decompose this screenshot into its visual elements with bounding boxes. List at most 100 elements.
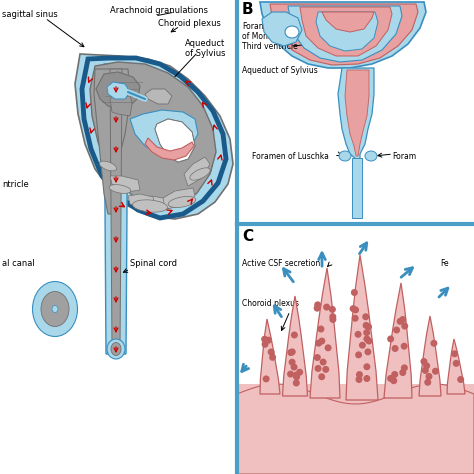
Circle shape	[325, 344, 332, 351]
Ellipse shape	[41, 292, 69, 327]
Polygon shape	[322, 12, 374, 32]
Circle shape	[314, 354, 321, 361]
Text: Foram: Foram	[392, 152, 416, 161]
Polygon shape	[260, 2, 426, 68]
Circle shape	[329, 316, 337, 323]
Polygon shape	[75, 54, 233, 219]
Text: B: B	[242, 2, 254, 17]
Circle shape	[314, 301, 321, 308]
Ellipse shape	[107, 339, 125, 359]
Ellipse shape	[190, 168, 210, 180]
Text: Foramen
of Monroi: Foramen of Monroi	[242, 22, 278, 41]
Circle shape	[451, 350, 458, 357]
Circle shape	[364, 363, 370, 370]
Circle shape	[293, 374, 300, 381]
Text: Spinal cord: Spinal cord	[130, 259, 177, 268]
Text: Third ventricle: Third ventricle	[242, 42, 298, 51]
Circle shape	[364, 336, 370, 342]
Polygon shape	[104, 64, 128, 354]
Circle shape	[426, 373, 432, 380]
Circle shape	[364, 375, 370, 382]
Circle shape	[265, 337, 272, 344]
Circle shape	[262, 341, 269, 348]
Text: Foramen of
Magendie: Foramen of Magendie	[165, 164, 213, 183]
Circle shape	[401, 343, 408, 350]
Polygon shape	[384, 283, 412, 398]
Polygon shape	[310, 268, 340, 398]
Circle shape	[356, 376, 363, 383]
Circle shape	[355, 351, 362, 358]
Text: ntricle: ntricle	[2, 180, 29, 189]
Ellipse shape	[168, 197, 196, 208]
Polygon shape	[94, 69, 130, 214]
Circle shape	[319, 337, 325, 345]
Polygon shape	[184, 157, 210, 186]
Circle shape	[355, 331, 362, 338]
Text: al canal: al canal	[2, 259, 35, 268]
Circle shape	[457, 376, 464, 383]
Circle shape	[401, 365, 408, 371]
Circle shape	[318, 373, 325, 380]
Circle shape	[293, 372, 300, 378]
Circle shape	[397, 318, 403, 325]
Polygon shape	[316, 12, 378, 51]
Ellipse shape	[33, 282, 78, 337]
Text: Arachnoid granulations: Arachnoid granulations	[110, 6, 208, 15]
Circle shape	[352, 315, 359, 322]
Polygon shape	[138, 196, 170, 211]
Ellipse shape	[111, 343, 121, 356]
Polygon shape	[338, 68, 374, 159]
Circle shape	[287, 349, 294, 356]
Ellipse shape	[339, 151, 351, 161]
Circle shape	[387, 375, 394, 382]
Polygon shape	[110, 92, 132, 116]
Circle shape	[315, 340, 322, 346]
Circle shape	[289, 359, 296, 365]
Circle shape	[329, 306, 336, 313]
Text: sagittal sinus: sagittal sinus	[2, 10, 58, 19]
Circle shape	[399, 316, 406, 323]
Circle shape	[420, 358, 428, 365]
Circle shape	[322, 366, 329, 373]
Circle shape	[263, 375, 270, 383]
Circle shape	[314, 305, 321, 312]
Circle shape	[318, 326, 324, 333]
Circle shape	[291, 364, 298, 371]
Circle shape	[359, 342, 366, 349]
Circle shape	[422, 367, 429, 374]
Circle shape	[387, 336, 394, 342]
Circle shape	[365, 337, 373, 345]
Circle shape	[423, 362, 430, 369]
Circle shape	[363, 329, 370, 336]
Circle shape	[293, 380, 300, 386]
Polygon shape	[300, 7, 392, 56]
Circle shape	[315, 365, 321, 372]
Polygon shape	[90, 62, 216, 209]
Circle shape	[329, 313, 337, 320]
Polygon shape	[419, 316, 441, 396]
Text: Aqueduct
of Sylvius: Aqueduct of Sylvius	[185, 39, 226, 58]
Circle shape	[350, 305, 356, 312]
Circle shape	[401, 323, 408, 329]
Polygon shape	[237, 384, 474, 474]
Text: C: C	[242, 229, 253, 244]
Circle shape	[453, 360, 460, 367]
Circle shape	[365, 323, 372, 330]
Text: Choroid plexus: Choroid plexus	[242, 299, 299, 308]
Ellipse shape	[133, 200, 167, 212]
Circle shape	[351, 289, 358, 296]
Ellipse shape	[52, 306, 58, 312]
Circle shape	[319, 358, 327, 365]
Polygon shape	[145, 138, 194, 160]
Circle shape	[390, 377, 397, 384]
Circle shape	[399, 369, 406, 376]
Circle shape	[430, 340, 438, 347]
Polygon shape	[447, 339, 465, 394]
Circle shape	[392, 345, 399, 352]
Ellipse shape	[100, 161, 117, 171]
Circle shape	[365, 348, 372, 356]
Ellipse shape	[365, 151, 377, 161]
Text: Active CSF secretion: Active CSF secretion	[242, 259, 320, 268]
Polygon shape	[345, 70, 369, 156]
Circle shape	[269, 354, 276, 361]
